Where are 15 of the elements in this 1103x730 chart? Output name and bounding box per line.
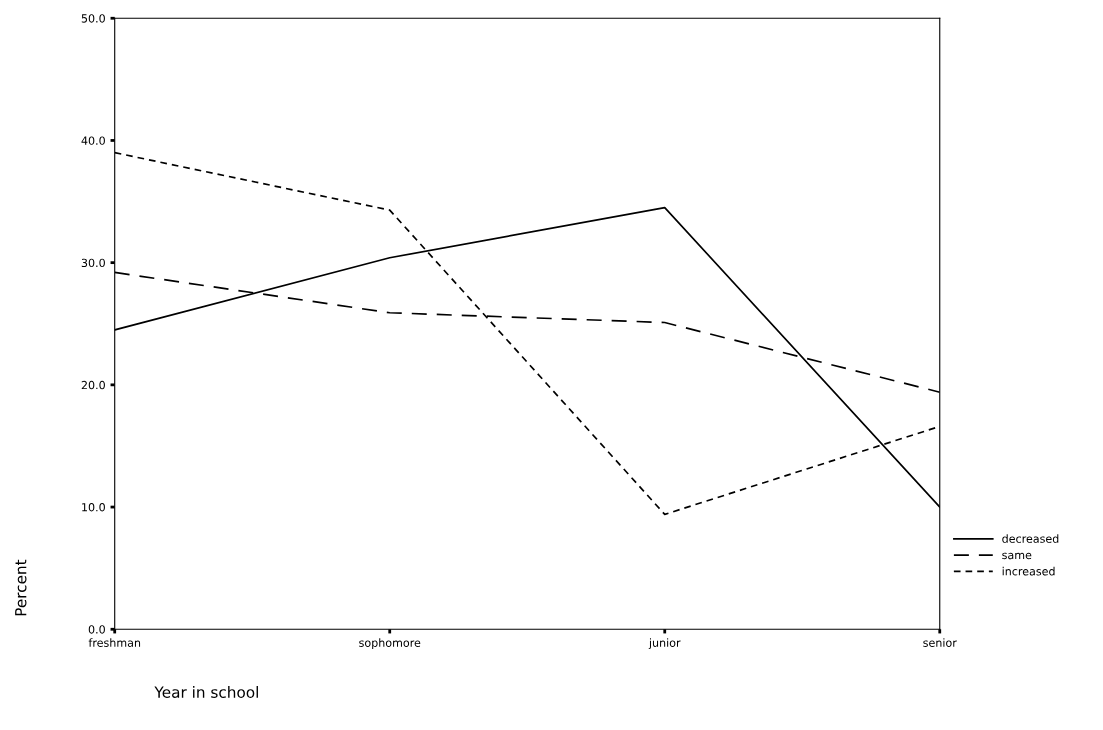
y-tick-label: 20.0 <box>81 380 105 390</box>
y-tick-label: 10.0 <box>82 503 105 512</box>
x-tick-label: junior <box>648 638 681 650</box>
legend-label: same <box>1002 552 1032 560</box>
legend-label: decreased <box>1002 534 1059 543</box>
legend-label: increased <box>1002 566 1055 576</box>
x-axis-title: Year in school <box>154 686 258 698</box>
x-tick-label: sophomore <box>359 638 421 650</box>
x-tick-label: freshman <box>88 638 141 647</box>
y-tick-label: 30.0 <box>81 258 105 268</box>
x-tick-label: senior <box>923 638 957 647</box>
y-tick-label: 0.0 <box>88 625 105 634</box>
y-tick-label: 50.0 <box>81 14 105 23</box>
y-tick-label: 40.0 <box>81 136 105 145</box>
y-axis-title: Percent <box>15 559 27 616</box>
